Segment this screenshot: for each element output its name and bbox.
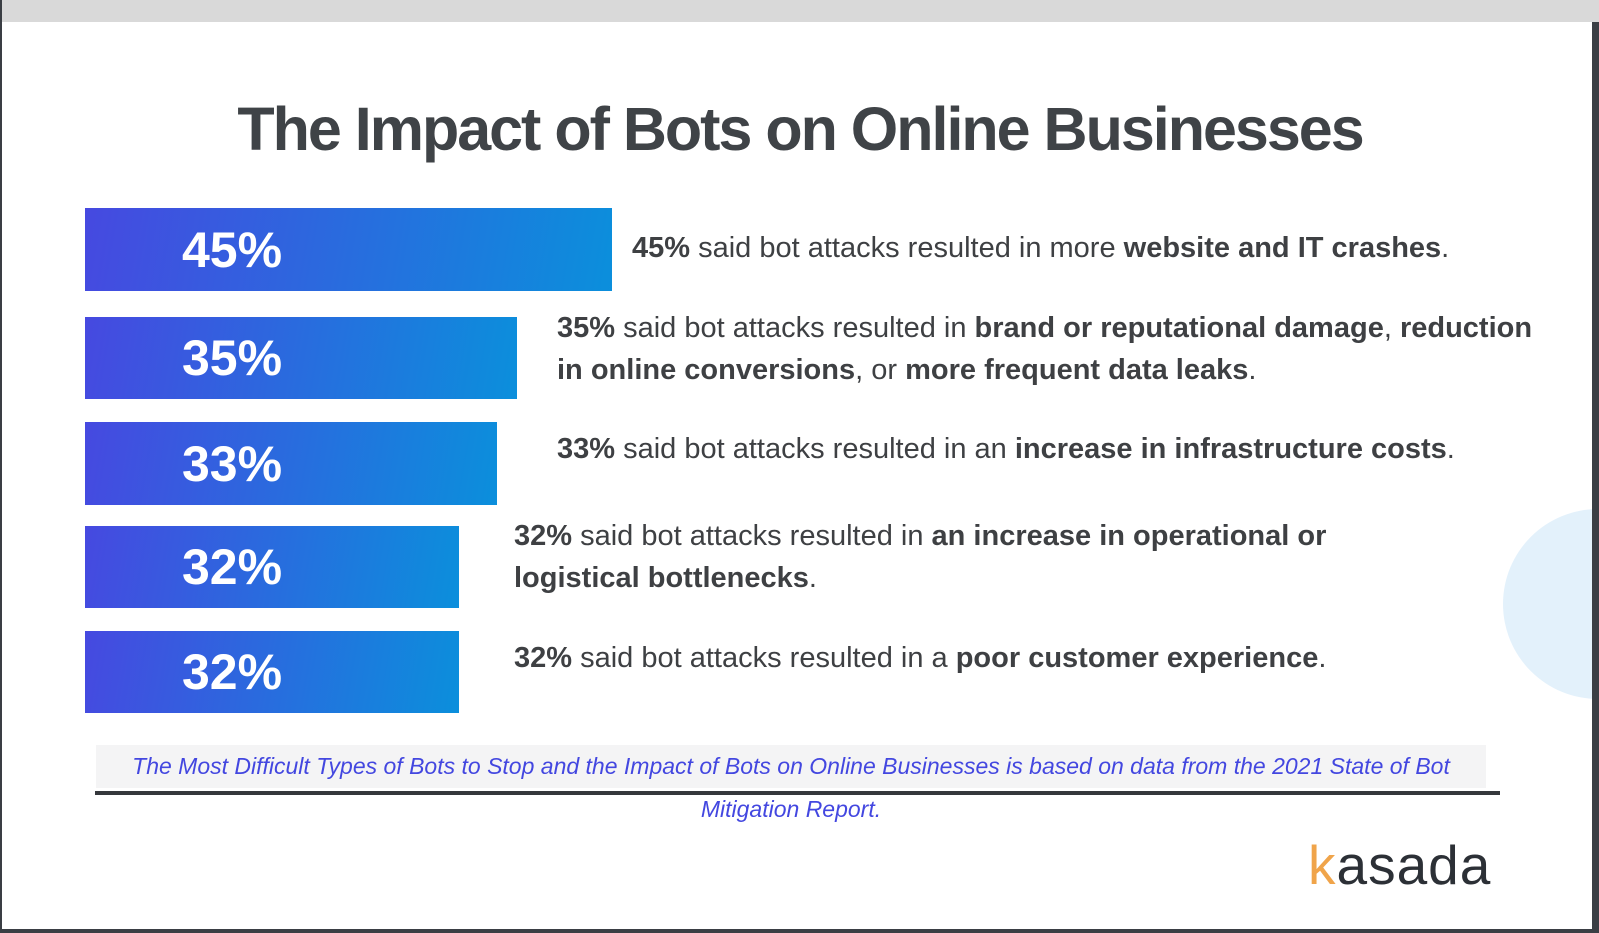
divider-line bbox=[95, 791, 1500, 795]
window-frame-right bbox=[1592, 22, 1599, 933]
bar-35-percent: 35% bbox=[85, 317, 517, 399]
bar-32-percent-operational: 32% bbox=[85, 526, 459, 608]
decorative-circle bbox=[1503, 509, 1599, 699]
bar-value-label: 45% bbox=[182, 221, 283, 278]
bar-33-percent: 33% bbox=[85, 422, 497, 505]
top-chrome-bar bbox=[0, 0, 1599, 22]
window-frame-bottom bbox=[0, 929, 1599, 933]
source-footnote: The Most Difficult Types of Bots to Stop… bbox=[96, 745, 1486, 822]
bar-45-percent: 45% bbox=[85, 208, 612, 291]
bar-value-label: 33% bbox=[182, 435, 283, 492]
bar-description-bottlenecks: 32% said bot attacks resulted in an incr… bbox=[514, 520, 1327, 594]
window-frame-left bbox=[0, 0, 2, 933]
bar-description-infrastructure: 33% said bot attacks resulted in an incr… bbox=[557, 433, 1455, 465]
bar-description-crashes: 45% said bot attacks resulted in more we… bbox=[632, 232, 1450, 264]
bar-description-brand-damage: 35% said bot attacks resulted in brand o… bbox=[557, 312, 1533, 386]
bar-description-customer-experience: 32% said bot attacks resulted in a poor … bbox=[514, 642, 1327, 674]
page-title: The Impact of Bots on Online Businesses bbox=[237, 95, 1364, 163]
bar-value-label: 32% bbox=[182, 539, 283, 595]
bar-32-percent-customer: 32% bbox=[85, 631, 459, 713]
bar-value-label: 35% bbox=[182, 330, 283, 386]
kasada-logo: kasada bbox=[1308, 833, 1491, 897]
bar-value-label: 32% bbox=[182, 644, 283, 700]
kasada-logo-k: k bbox=[1308, 834, 1337, 896]
kasada-logo-rest: asada bbox=[1336, 834, 1492, 896]
